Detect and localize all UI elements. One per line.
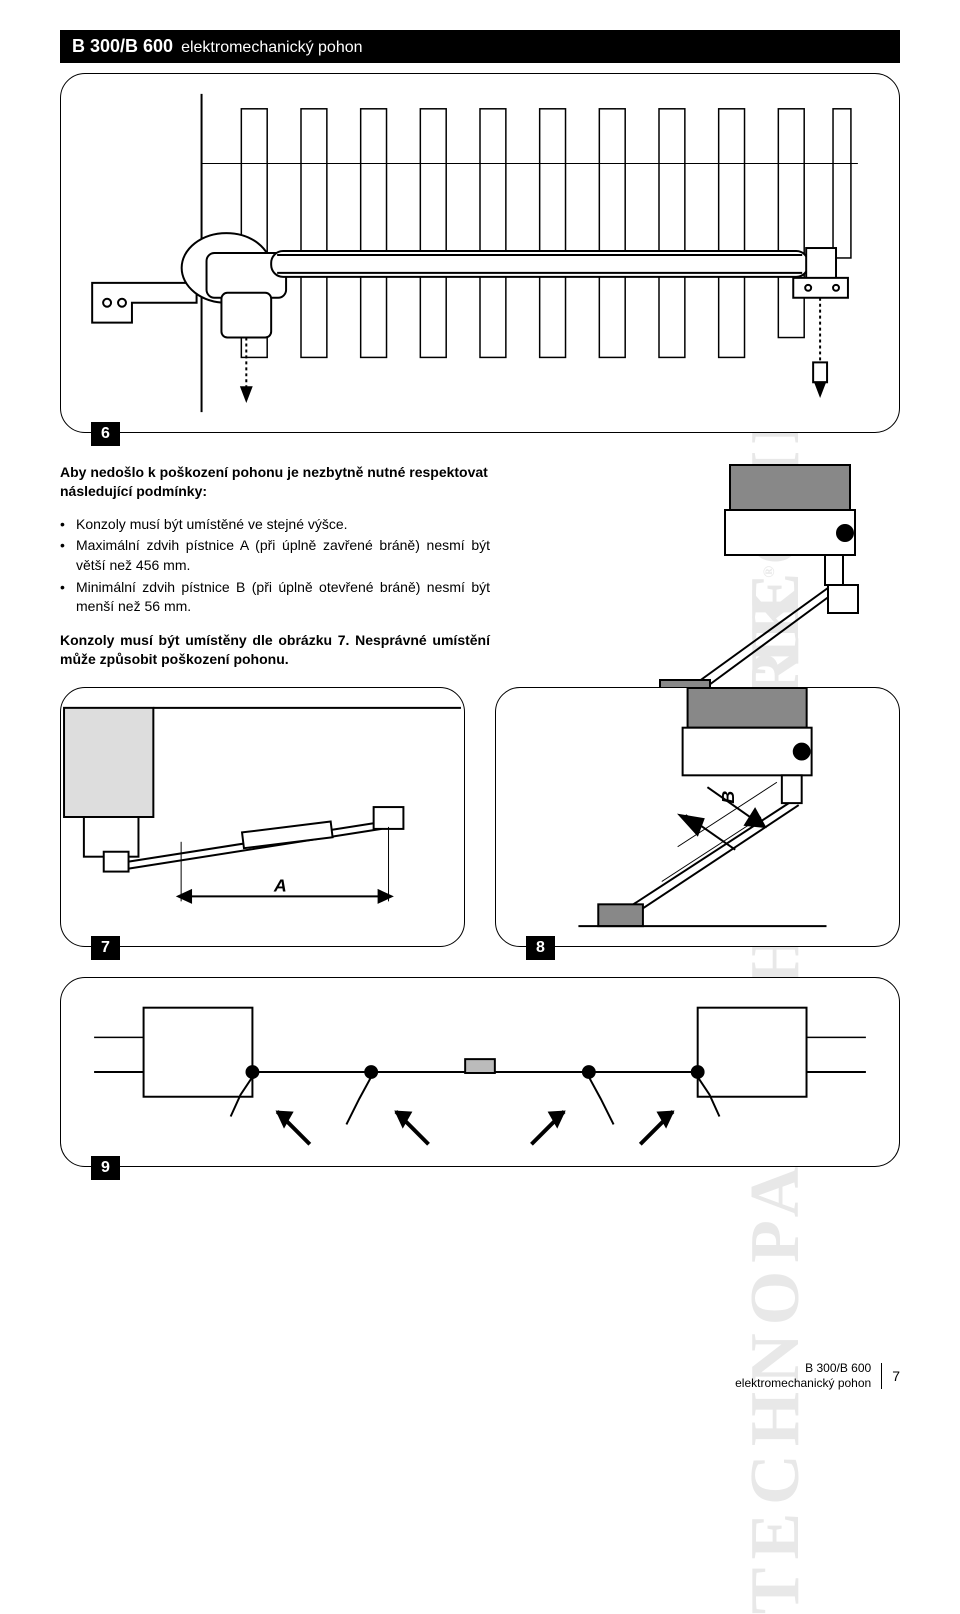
intro-text: Aby nedošlo k poškození pohonu je nezbyt…: [60, 463, 490, 501]
header-model: B 300/B 600: [72, 36, 173, 57]
figure-6: 6: [60, 73, 900, 433]
fig8-diagram: B: [496, 688, 899, 946]
fig9-diagram: [61, 978, 899, 1166]
header-subtitle: elektromechanický pohon: [181, 39, 362, 57]
figure-9: 9: [60, 977, 900, 1167]
figure-7: A 7: [60, 687, 465, 947]
bullet-item: Maximální zdvih pístnice A (při úplně za…: [60, 536, 490, 575]
bullet-item: Konzoly musí být umístěné ve stejné výšc…: [60, 515, 490, 535]
dim-label-A: A: [273, 875, 287, 895]
side-diagram: [530, 455, 900, 715]
fig6-diagram: [61, 74, 899, 432]
bullet-item: Minimální zdvih pístnice B (při úplně ot…: [60, 578, 490, 617]
figure-badge: 9: [91, 1156, 120, 1180]
bullet-list: Konzoly musí být umístěné ve stejné výšc…: [60, 515, 490, 617]
footer-page-number: 7: [892, 1368, 900, 1384]
page-header: B 300/B 600 elektromechanický pohon: [60, 30, 900, 63]
footer-text: B 300/B 600 elektromechanický pohon: [735, 1361, 871, 1392]
page-footer: B 300/B 600 elektromechanický pohon 7: [735, 1361, 900, 1392]
figure-row-7-8: A 7: [60, 687, 900, 947]
figure-badge: 8: [526, 936, 555, 960]
fig7-diagram: A: [61, 688, 464, 946]
note-text: Konzoly musí být umístěny dle obrázku 7.…: [60, 631, 490, 669]
figure-8: B 8: [495, 687, 900, 947]
footer-separator: [881, 1363, 882, 1389]
figure-badge: 7: [91, 936, 120, 960]
dim-label-B: B: [718, 790, 738, 803]
page: B 300/B 600 elektromechanický pohon: [0, 0, 960, 1412]
figure-badge: 6: [91, 422, 120, 446]
